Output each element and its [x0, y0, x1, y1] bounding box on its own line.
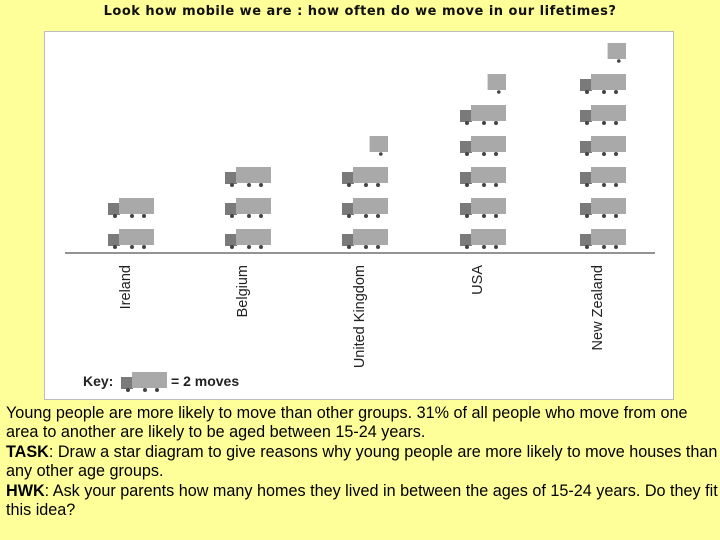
lesson-text: Young people are more likely to move tha… — [6, 404, 718, 520]
truck-icon — [225, 167, 271, 187]
task-text: : Draw a star diagram to give reasons wh… — [6, 442, 718, 481]
pictogram-column-new-zealand — [580, 43, 626, 249]
truck-icon — [460, 136, 506, 156]
category-label: Ireland — [118, 265, 134, 309]
key-text: = 2 moves — [171, 373, 239, 389]
truck-icon — [225, 229, 271, 249]
pictogram-chart: Ireland Belgium United Kingdom USA New Zeala… — [44, 31, 674, 400]
homework-paragraph: HWK: Ask your parents how many homes the… — [6, 482, 718, 521]
truck-icon — [460, 198, 506, 218]
task-label: TASK — [6, 442, 49, 461]
category-label: Belgium — [235, 265, 251, 317]
pictogram-column-ireland — [108, 198, 154, 249]
pictogram-column-belgium — [225, 167, 271, 249]
chart-canvas: Ireland Belgium United Kingdom USA New Zeala… — [65, 43, 655, 392]
truck-icon — [580, 105, 626, 125]
page-title: Look how mobile we are : how often do we… — [103, 4, 617, 19]
truck-icon — [580, 167, 626, 187]
chart-key: Key: = 2 moves — [83, 372, 239, 392]
truck-icon — [580, 198, 626, 218]
truck-icon — [342, 229, 388, 249]
key-label: Key: — [83, 373, 113, 389]
truck-icon — [225, 198, 271, 218]
truck-icon — [580, 136, 626, 156]
pictogram-column-united-kingdom — [342, 136, 388, 249]
category-label: USA — [470, 265, 486, 295]
truck-icon — [460, 167, 506, 187]
truck-icon — [108, 198, 154, 218]
homework-text: : Ask your parents how many homes they l… — [6, 481, 718, 520]
key-truck-icon — [121, 372, 167, 392]
category-label: United Kingdom — [352, 265, 368, 368]
truck-icon — [460, 105, 506, 125]
truck-icon — [580, 229, 626, 249]
half-truck-icon — [607, 43, 626, 63]
task-paragraph: TASK: Draw a star diagram to give reason… — [6, 443, 718, 482]
category-label: New Zealand — [590, 265, 606, 350]
truck-icon — [342, 198, 388, 218]
pictogram-column-usa — [460, 74, 506, 249]
truck-icon — [342, 167, 388, 187]
intro-text: Young people are more likely to move tha… — [6, 404, 688, 442]
half-truck-icon — [487, 74, 506, 94]
truck-icon — [580, 74, 626, 94]
half-truck-icon — [369, 136, 388, 156]
truck-icon — [108, 229, 154, 249]
truck-icon — [460, 229, 506, 249]
homework-label: HWK — [6, 481, 45, 500]
